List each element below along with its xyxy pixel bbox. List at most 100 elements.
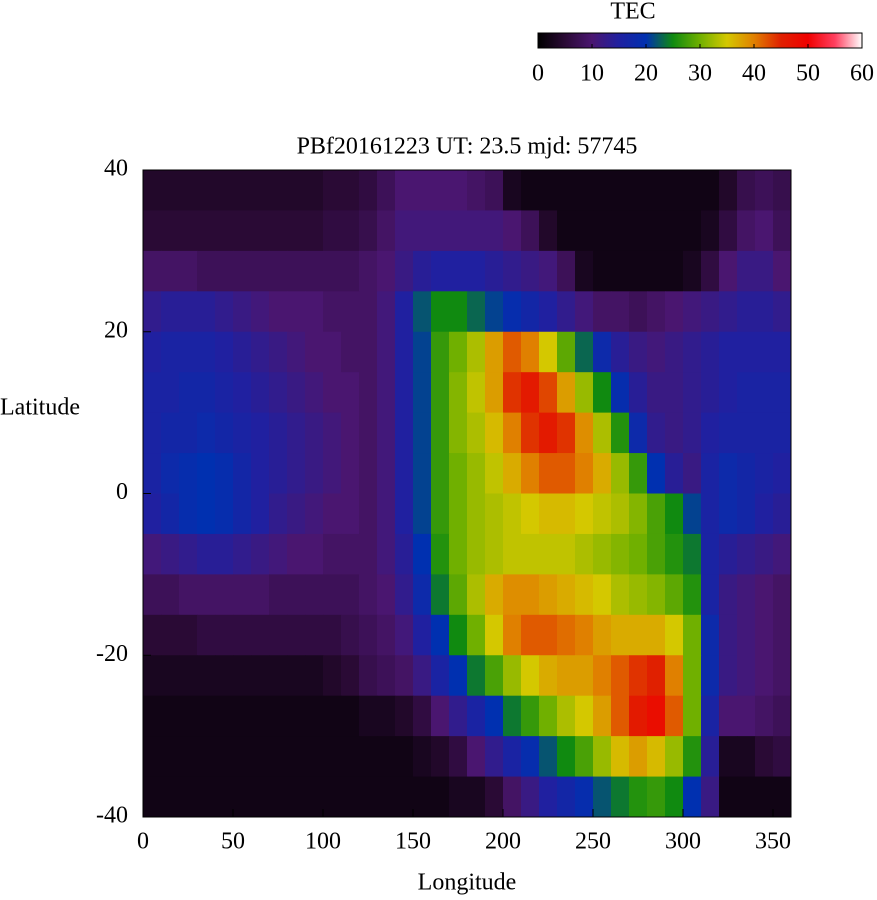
heat-cell — [575, 533, 594, 575]
heat-cell — [773, 655, 792, 697]
heat-cell — [539, 614, 558, 656]
heat-cell — [359, 533, 378, 575]
heat-cell — [467, 614, 486, 656]
heat-cell — [467, 170, 486, 211]
heat-cell — [269, 574, 288, 616]
x-tick-label: 0 — [137, 829, 149, 855]
heat-cell — [647, 250, 666, 292]
heat-cell — [413, 736, 432, 778]
heat-cell — [521, 574, 540, 616]
heat-cell — [755, 210, 774, 252]
heat-cell — [395, 736, 414, 778]
heat-cell — [611, 574, 630, 616]
heat-cell — [359, 493, 378, 535]
heat-cell — [431, 291, 450, 333]
heat-cell — [413, 372, 432, 414]
colorbar-tick-label: 20 — [634, 61, 658, 87]
heat-cell — [467, 291, 486, 333]
heat-cell — [251, 210, 270, 252]
heat-cell — [647, 453, 666, 494]
heat-cell — [737, 736, 756, 778]
heat-cell — [647, 210, 666, 252]
heat-cell — [179, 250, 198, 292]
heat-cell — [233, 695, 252, 737]
heat-cell — [395, 331, 414, 373]
heat-cell — [269, 736, 288, 778]
heat-cell — [539, 655, 558, 697]
heat-cell — [323, 493, 342, 535]
heat-cell — [611, 493, 630, 535]
heat-cell — [215, 331, 234, 373]
heat-cell — [773, 412, 792, 454]
heat-cell — [269, 776, 288, 818]
heat-cell — [485, 695, 504, 737]
heat-cell — [197, 412, 216, 454]
heat-cell — [737, 250, 756, 292]
heat-cell — [485, 170, 504, 211]
heat-cell — [539, 736, 558, 778]
heat-cell — [521, 614, 540, 656]
heat-cell — [197, 453, 216, 494]
heat-cell — [413, 655, 432, 697]
heat-cell — [179, 533, 198, 575]
heat-cell — [251, 170, 270, 211]
heat-cell — [305, 372, 324, 414]
heat-cell — [395, 210, 414, 252]
heat-cell — [305, 493, 324, 535]
heat-cell — [485, 776, 504, 818]
heat-cell — [629, 574, 648, 616]
heat-cell — [593, 372, 612, 414]
heat-cell — [755, 574, 774, 616]
heat-cell — [251, 331, 270, 373]
heat-cell — [179, 291, 198, 333]
heat-cell — [305, 170, 324, 211]
heat-cell — [647, 736, 666, 778]
heat-cell — [611, 412, 630, 454]
heat-cell — [449, 736, 468, 778]
heat-cell — [431, 614, 450, 656]
x-tick-label: 350 — [755, 829, 791, 855]
heat-cell — [575, 614, 594, 656]
heat-cell — [323, 170, 342, 211]
heat-cell — [719, 533, 738, 575]
heat-cell — [593, 412, 612, 454]
heat-cell — [665, 412, 684, 454]
heat-cell — [179, 574, 198, 616]
heat-cell — [503, 412, 522, 454]
heat-cell — [359, 331, 378, 373]
heat-cell — [467, 736, 486, 778]
heat-cell — [593, 291, 612, 333]
heat-cell — [557, 291, 576, 333]
heat-cell — [593, 695, 612, 737]
heat-cell — [575, 170, 594, 211]
y-axis-label: Latitude — [0, 395, 80, 421]
heat-cell — [593, 533, 612, 575]
heat-cell — [575, 250, 594, 292]
heat-cell — [539, 574, 558, 616]
heat-cell — [287, 331, 306, 373]
chart-title: PBf20161223 UT: 23.5 mjd: 57745 — [297, 134, 638, 160]
heat-cell — [647, 574, 666, 616]
heat-cell — [395, 614, 414, 656]
heat-cell — [773, 614, 792, 656]
heat-cell — [683, 412, 702, 454]
heat-cell — [521, 250, 540, 292]
heat-cell — [305, 655, 324, 697]
heat-cell — [341, 291, 360, 333]
heat-cell — [431, 574, 450, 616]
heat-cell — [557, 170, 576, 211]
heat-cell — [665, 614, 684, 656]
heat-cell — [737, 453, 756, 494]
heat-cell — [143, 453, 162, 494]
heat-cell — [431, 695, 450, 737]
heat-cell — [143, 614, 162, 656]
heat-cell — [611, 736, 630, 778]
heat-cell — [179, 776, 198, 818]
colorbar-tick-label: 10 — [580, 61, 604, 87]
heat-cell — [341, 614, 360, 656]
heat-cell — [719, 736, 738, 778]
heat-cell — [287, 736, 306, 778]
heat-cell — [215, 695, 234, 737]
heat-cell — [773, 493, 792, 535]
